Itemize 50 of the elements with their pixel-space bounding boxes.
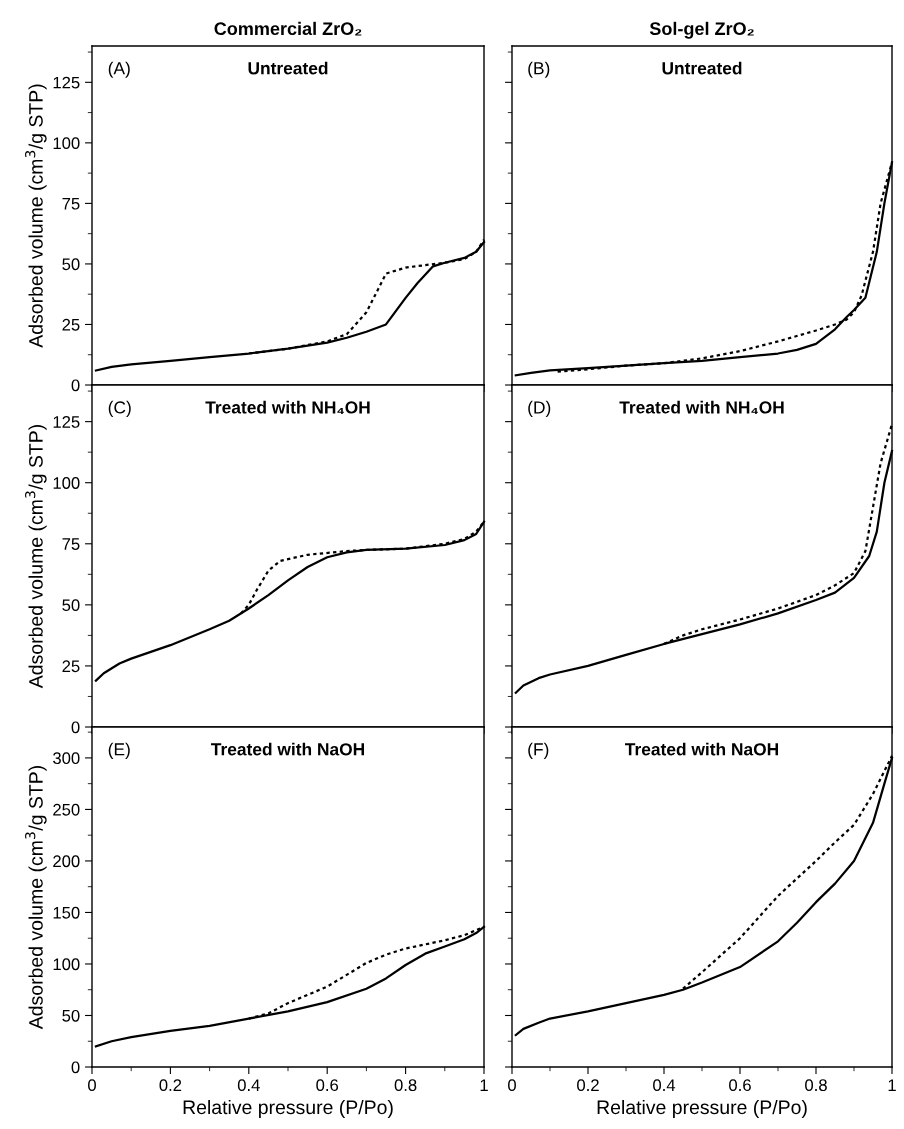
y-tick-label: 300 xyxy=(53,752,80,765)
x-tick-label: 0.4 xyxy=(237,1079,260,1092)
chart-title: Sol-gel ZrO₂ xyxy=(649,21,754,39)
annotation: (D) xyxy=(528,400,551,418)
annotation: (B) xyxy=(528,61,550,78)
x-axis-title: Relative pressure (P/Po) xyxy=(183,1099,393,1119)
x-tick-label: 1 xyxy=(480,1079,488,1091)
text: Untreated xyxy=(662,61,742,75)
x-tick-label: 0.8 xyxy=(394,1079,417,1092)
annotation: (C) xyxy=(108,400,131,418)
y-axis-title: Adsorbed volume (cm$^{3}$/g STP) xyxy=(25,766,47,1030)
y-tick-label: 125 xyxy=(53,76,80,89)
y-tick-label: 100 xyxy=(53,137,80,150)
y-tick-label: 0 xyxy=(71,379,80,392)
x-tick-label: 0.6 xyxy=(729,1079,751,1092)
x-tick-label: 0.2 xyxy=(159,1079,182,1092)
y-tick-label: 75 xyxy=(62,197,80,210)
text: Treated with NaOH xyxy=(625,742,779,756)
y-tick-label: 200 xyxy=(53,855,80,868)
y-axis-title: Adsorbed volume (cm$^{3}$/g STP) xyxy=(25,84,47,348)
x-axis-title: Relative pressure (P/Po) xyxy=(597,1099,807,1119)
y-tick-label: 150 xyxy=(53,906,80,919)
x-tick-label: 0.4 xyxy=(653,1079,676,1092)
y-tick-label: 25 xyxy=(62,318,80,331)
text: Treated with NaOH xyxy=(211,742,365,756)
x-tick-label: 0 xyxy=(508,1079,516,1092)
y-tick-label: 75 xyxy=(62,538,80,550)
x-tick-label: 0.8 xyxy=(805,1079,827,1092)
text: Treated with NH₄OH xyxy=(205,400,370,414)
y-tick-label: 0 xyxy=(71,1061,80,1074)
text: Treated with NH₄OH xyxy=(619,400,784,414)
x-tick-label: 0.6 xyxy=(316,1079,339,1092)
annotation: (E) xyxy=(108,742,130,759)
x-tick-label: 0 xyxy=(88,1079,96,1092)
y-tick-label: 100 xyxy=(53,958,80,971)
y-tick-label: 250 xyxy=(53,803,80,816)
y-tick-label: 50 xyxy=(62,258,80,271)
y-tick-label: 0 xyxy=(71,721,80,734)
y-tick-label: 100 xyxy=(53,477,80,489)
y-tick-label: 25 xyxy=(62,660,80,673)
y-tick-label: 125 xyxy=(53,416,80,428)
text: Untreated xyxy=(248,61,328,75)
y-axis-title: Adsorbed volume (cm$^{3}$/g STP) xyxy=(25,425,47,689)
x-tick-label: 0.2 xyxy=(577,1079,599,1092)
y-tick-label: 50 xyxy=(62,599,80,612)
chart-title: Commercial ZrO₂ xyxy=(214,21,362,36)
annotation: (F) xyxy=(528,742,549,759)
annotation: (A) xyxy=(108,61,130,78)
y-tick-label: 50 xyxy=(62,1009,80,1022)
x-tick-label: 1 xyxy=(888,1079,896,1091)
